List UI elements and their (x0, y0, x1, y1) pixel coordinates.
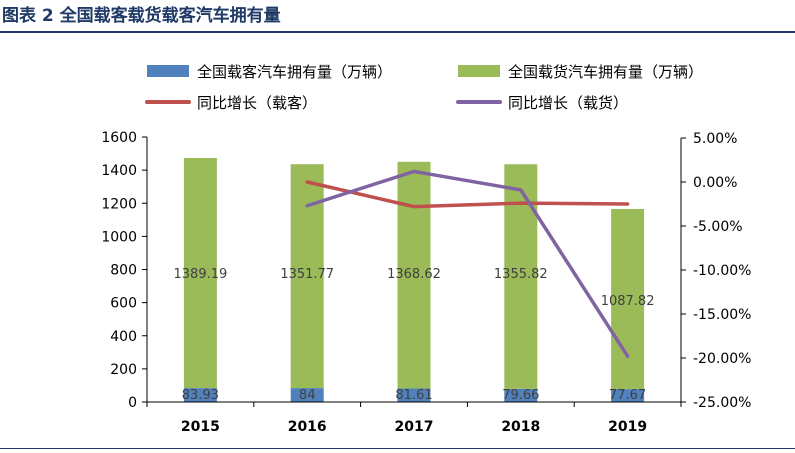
bar-passenger-2015 (183, 388, 217, 402)
figure-title: 图表 2 全国载客载货载客汽车拥有量 (2, 6, 281, 26)
x-tick-label-2019: 2019 (608, 419, 647, 435)
legend: 全国载客汽车拥有量（万辆） 全国载货汽车拥有量（万辆） 同比增长（载客） 同比增长（载… (145, 63, 703, 112)
y-left-tick-label-1400: 1400 (101, 163, 137, 179)
y-right-tick-label-1: -20.00% (693, 351, 751, 367)
bar-passenger-2018 (504, 388, 538, 402)
bar-freight-2017 (397, 161, 431, 389)
y-left-tick-label-600: 600 (110, 296, 137, 312)
y-left-tick-label-200: 200 (110, 362, 137, 378)
legend-label-1: 全国载货汽车拥有量（万辆） (508, 63, 703, 81)
y-left-tick-label-0: 0 (128, 395, 137, 411)
line-passenger-growth (305, 180, 630, 209)
y-right-tick-label-3: -10.00% (693, 263, 751, 279)
data-label-passenger-2018: 79.66 (502, 388, 539, 403)
y-left-tick-label-800: 800 (110, 263, 137, 279)
y-right-tick-label-5: 0.00% (693, 175, 737, 191)
axes: 0 200 400 600 800 1000 1200 1400 1600 -25.00% -20.… (101, 130, 751, 435)
legend-label-3: 同比增长（载货） (508, 94, 628, 112)
data-label-freight-2018: 1355.82 (494, 267, 548, 282)
bottom-rule (0, 448, 795, 449)
bar-freight-2019 (611, 208, 645, 390)
data-label-passenger-2016: 84 (299, 388, 316, 403)
data-label-freight-2019: 1087.82 (601, 294, 655, 309)
y-right-tick-label-4: -5.00% (693, 219, 743, 235)
data-label-passenger-2015: 83.93 (182, 388, 219, 403)
legend-label-0: 全国载客汽车拥有量（万辆） (197, 63, 392, 81)
data-label-freight-2017: 1368.62 (387, 267, 441, 282)
line-freight-growth (305, 169, 630, 358)
y-right-tick-label-0: -25.00% (693, 395, 751, 411)
y-right-tick-label-2: -15.00% (693, 307, 751, 323)
legend-swatch-0 (147, 65, 189, 77)
y-right-tick-label-6: 5.00% (693, 131, 737, 147)
x-tick-label-2015: 2015 (181, 419, 220, 435)
data-label-passenger-2017: 81.61 (395, 388, 432, 403)
lines (305, 169, 630, 358)
legend-swatch-1 (458, 65, 500, 77)
data-label-freight-2015: 1389.19 (174, 267, 228, 282)
y-left-tick-label-1600: 1600 (101, 130, 137, 146)
bar-freight-2015 (183, 158, 217, 389)
y-left-tick-label-1000: 1000 (101, 229, 137, 245)
y-left-tick-label-1200: 1200 (101, 196, 137, 212)
title-rule (0, 31, 795, 33)
x-tick-label-2018: 2018 (501, 419, 540, 435)
bar-passenger-2019 (611, 389, 645, 402)
x-tick-label-2017: 2017 (395, 419, 434, 435)
legend-label-2: 同比增长（载客） (197, 94, 317, 112)
data-label-passenger-2019: 77.67 (609, 388, 646, 403)
x-tick-label-2016: 2016 (288, 419, 327, 435)
data-label-freight-2016: 1351.77 (280, 267, 334, 282)
bar-passenger-2016 (290, 388, 324, 402)
bar-labels: 83.93 1389.19 84 1351.77 81.61 1368.62 79.66 13… (174, 267, 655, 403)
y-left-tick-label-400: 400 (110, 329, 137, 345)
bar-passenger-2017 (397, 388, 431, 402)
